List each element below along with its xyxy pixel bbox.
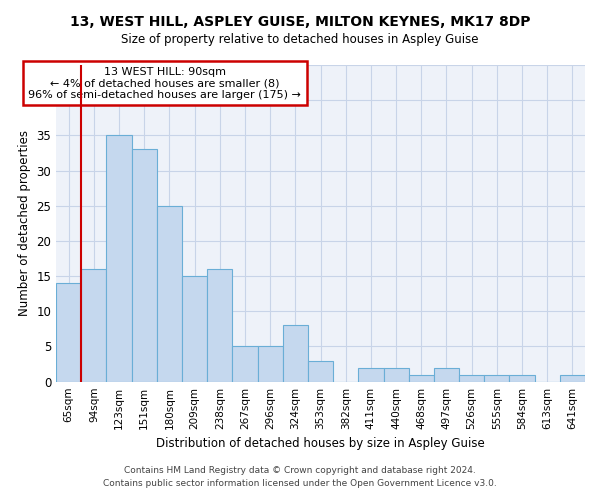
Text: 13 WEST HILL: 90sqm
← 4% of detached houses are smaller (8)
96% of semi-detached: 13 WEST HILL: 90sqm ← 4% of detached hou… bbox=[28, 66, 301, 100]
Bar bbox=[182, 276, 207, 382]
Bar bbox=[358, 368, 383, 382]
Bar bbox=[232, 346, 257, 382]
Bar bbox=[383, 368, 409, 382]
Bar bbox=[409, 374, 434, 382]
Bar bbox=[560, 374, 585, 382]
Bar bbox=[131, 150, 157, 382]
Bar bbox=[56, 283, 81, 382]
Bar bbox=[257, 346, 283, 382]
Bar bbox=[509, 374, 535, 382]
Bar bbox=[484, 374, 509, 382]
Bar bbox=[106, 136, 131, 382]
X-axis label: Distribution of detached houses by size in Aspley Guise: Distribution of detached houses by size … bbox=[156, 437, 485, 450]
Bar bbox=[81, 269, 106, 382]
Text: 13, WEST HILL, ASPLEY GUISE, MILTON KEYNES, MK17 8DP: 13, WEST HILL, ASPLEY GUISE, MILTON KEYN… bbox=[70, 15, 530, 29]
Bar bbox=[283, 326, 308, 382]
Bar bbox=[459, 374, 484, 382]
Bar bbox=[157, 206, 182, 382]
Y-axis label: Number of detached properties: Number of detached properties bbox=[18, 130, 31, 316]
Text: Size of property relative to detached houses in Aspley Guise: Size of property relative to detached ho… bbox=[121, 32, 479, 46]
Bar bbox=[308, 360, 333, 382]
Bar bbox=[434, 368, 459, 382]
Bar bbox=[207, 269, 232, 382]
Text: Contains HM Land Registry data © Crown copyright and database right 2024.
Contai: Contains HM Land Registry data © Crown c… bbox=[103, 466, 497, 487]
